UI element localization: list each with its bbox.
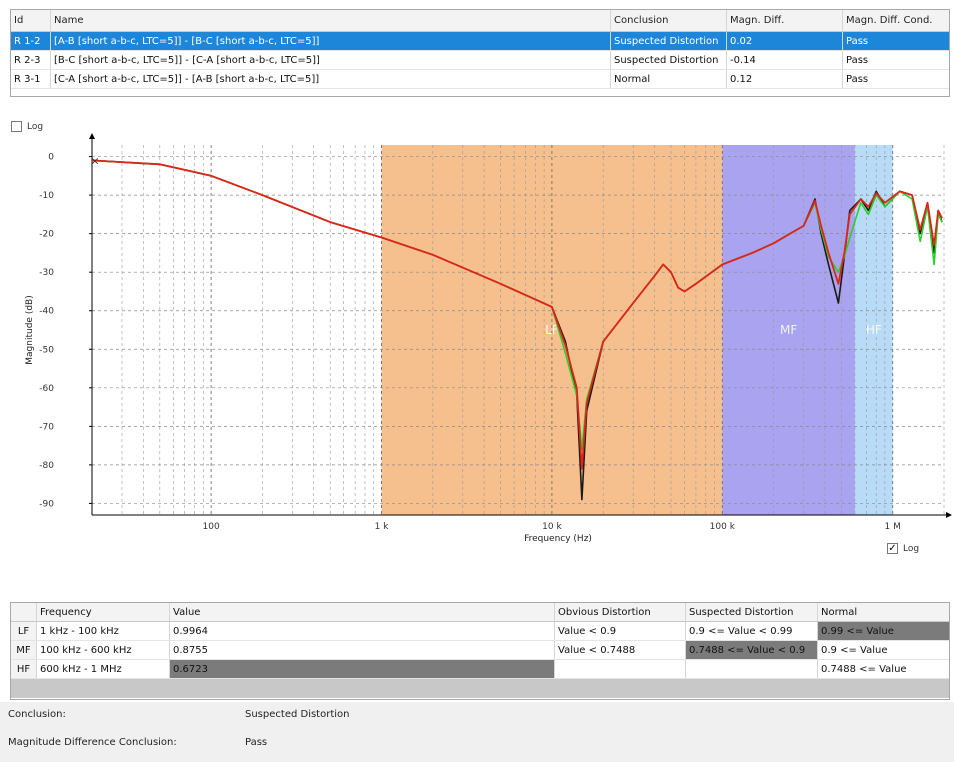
row-magn-diff: 0.12 bbox=[727, 70, 843, 88]
row-conclusion: Suspected Distortion bbox=[611, 32, 727, 50]
horizontal-scrollbar[interactable] bbox=[11, 679, 949, 698]
band-obvious: Value < 0.9 bbox=[555, 622, 686, 640]
row-name: [B-C [short a-b-c, LTC=5]] - [C-A [short… bbox=[51, 51, 611, 69]
row-magn-diff: 0.02 bbox=[727, 32, 843, 50]
column-header-magn-diff[interactable]: Magn. Diff. bbox=[727, 10, 843, 31]
column-header-value[interactable]: Value bbox=[170, 603, 555, 621]
row-header-corner bbox=[11, 603, 37, 621]
band-obvious: Value < 0.7488 bbox=[555, 641, 686, 659]
log-checkbox-y[interactable]: Log bbox=[11, 121, 43, 132]
y-tick-label: 0 bbox=[48, 153, 54, 163]
row-magn-diff-cond: Pass bbox=[846, 54, 869, 66]
row-id: R 3-1 bbox=[11, 70, 51, 88]
start-marker: × bbox=[90, 154, 99, 167]
table-row[interactable]: HF 600 kHz - 1 MHz 0.6723 0.7488 <= Valu… bbox=[11, 660, 949, 679]
conclusion-label: Conclusion: bbox=[8, 709, 66, 720]
magnitude-conclusion-value: Pass bbox=[245, 737, 268, 748]
row-id: R 2-3 bbox=[11, 51, 51, 69]
results-table-header: Id Name Conclusion Magn. Diff. Magn. Dif… bbox=[11, 10, 949, 32]
row-magn-diff: -0.14 bbox=[727, 51, 843, 69]
bands-table-header: Frequency Value Obvious Distortion Suspe… bbox=[11, 603, 949, 622]
y-tick-label: -20 bbox=[39, 230, 54, 240]
row-header: MF bbox=[11, 641, 37, 659]
region-hf bbox=[854, 145, 893, 515]
table-row[interactable]: LF 1 kHz - 100 kHz 0.9964 Value < 0.9 0.… bbox=[11, 622, 949, 641]
column-header-name[interactable]: Name bbox=[51, 10, 611, 31]
magnitude-conclusion-label: Magnitude Difference Conclusion: bbox=[8, 737, 177, 748]
row-conclusion: Normal bbox=[611, 70, 727, 88]
y-tick-label: -80 bbox=[39, 461, 54, 471]
column-header-magn-diff-cond[interactable]: Magn. Diff. Cond. bbox=[846, 15, 933, 26]
table-row[interactable]: MF 100 kHz - 600 kHz 0.8755 Value < 0.74… bbox=[11, 641, 949, 660]
y-tick-label: -10 bbox=[39, 191, 54, 201]
band-normal: 0.7488 <= Value bbox=[821, 663, 907, 675]
x-axis-title: Frequency (Hz) bbox=[524, 534, 592, 544]
band-frequency: 600 kHz - 1 MHz bbox=[37, 660, 170, 678]
log-checkbox-x[interactable]: ✓ Log bbox=[887, 543, 919, 554]
band-suspected: 0.9 <= Value < 0.99 bbox=[686, 622, 818, 640]
band-suspected bbox=[686, 660, 818, 678]
x-tick-label: 100 bbox=[203, 522, 220, 532]
x-axis-arrow bbox=[946, 512, 952, 518]
row-magn-diff-cond: Pass bbox=[846, 35, 869, 47]
log-label: Log bbox=[903, 543, 920, 554]
column-header-conclusion[interactable]: Conclusion bbox=[611, 10, 727, 31]
row-conclusion: Suspected Distortion bbox=[611, 51, 727, 69]
row-name: [A-B [short a-b-c, LTC=5]] - [B-C [short… bbox=[51, 32, 611, 50]
table-row[interactable]: R 2-3 [B-C [short a-b-c, LTC=5]] - [C-A … bbox=[11, 51, 949, 70]
band-normal: 0.9 <= Value bbox=[821, 644, 888, 656]
conclusion-value: Suspected Distortion bbox=[245, 709, 350, 720]
column-header-obvious[interactable]: Obvious Distortion bbox=[555, 603, 686, 621]
checkbox-box[interactable]: ✓ bbox=[887, 542, 898, 554]
results-table: Id Name Conclusion Magn. Diff. Magn. Dif… bbox=[10, 9, 950, 97]
bands-table: Frequency Value Obvious Distortion Suspe… bbox=[10, 602, 950, 700]
y-tick-label: -70 bbox=[39, 422, 54, 432]
log-label: Log bbox=[27, 121, 44, 132]
y-tick-label: -30 bbox=[39, 268, 54, 278]
magnitude-chart: LF MF HF 0 -10 -20 -30 -40 -50 -60 -70 -80 -90 100 1 k… bbox=[25, 133, 952, 544]
region-label-mf: MF bbox=[780, 323, 797, 337]
region-label-lf: LF bbox=[545, 323, 559, 337]
x-tick-label: 1 M bbox=[885, 522, 901, 532]
column-header-suspected[interactable]: Suspected Distortion bbox=[686, 603, 818, 621]
y-tick-label: -90 bbox=[39, 499, 54, 509]
band-frequency: 1 kHz - 100 kHz bbox=[37, 622, 170, 640]
region-label-hf: HF bbox=[866, 323, 882, 337]
row-magn-diff-cond: Pass bbox=[846, 73, 869, 85]
conclusions-panel: Conclusion: Suspected Distortion Magnitu… bbox=[0, 702, 954, 762]
row-name: [C-A [short a-b-c, LTC=5]] - [A-B [short… bbox=[51, 70, 611, 88]
band-value: 0.8755 bbox=[170, 641, 555, 659]
row-header: HF bbox=[11, 660, 37, 678]
x-tick-label: 1 k bbox=[375, 522, 390, 532]
column-header-normal[interactable]: Normal bbox=[821, 606, 858, 618]
y-tick-label: -60 bbox=[39, 384, 54, 394]
column-header-id[interactable]: Id bbox=[11, 10, 51, 31]
y-tick-label: -50 bbox=[39, 345, 54, 355]
column-header-frequency[interactable]: Frequency bbox=[37, 603, 170, 621]
magnitude-conclusion-row: Magnitude Difference Conclusion: Pass bbox=[8, 737, 267, 748]
band-suspected: 0.7488 <= Value < 0.9 bbox=[686, 641, 818, 659]
y-tick-label: -40 bbox=[39, 307, 54, 317]
band-normal: 0.99 <= Value bbox=[818, 622, 949, 640]
series-line-3 bbox=[91, 159, 943, 470]
table-row[interactable]: R 1-2 [A-B [short a-b-c, LTC=5]] - [B-C … bbox=[11, 32, 949, 51]
row-id: R 1-2 bbox=[11, 32, 51, 50]
region-mf bbox=[722, 145, 855, 515]
band-obvious bbox=[555, 660, 686, 678]
table-row[interactable]: R 3-1 [C-A [short a-b-c, LTC=5]] - [A-B … bbox=[11, 70, 949, 89]
checkbox-box[interactable] bbox=[11, 121, 22, 132]
y-axis-title: Magnitude (dB) bbox=[25, 295, 35, 364]
x-tick-label: 10 k bbox=[542, 522, 562, 532]
conclusion-row: Conclusion: Suspected Distortion bbox=[8, 709, 350, 720]
band-value: 0.6723 bbox=[170, 660, 555, 678]
x-tick-label: 100 k bbox=[710, 522, 736, 532]
band-value: 0.9964 bbox=[170, 622, 555, 640]
band-frequency: 100 kHz - 600 kHz bbox=[37, 641, 170, 659]
row-header: LF bbox=[11, 622, 37, 640]
y-axis-arrow bbox=[89, 133, 95, 139]
